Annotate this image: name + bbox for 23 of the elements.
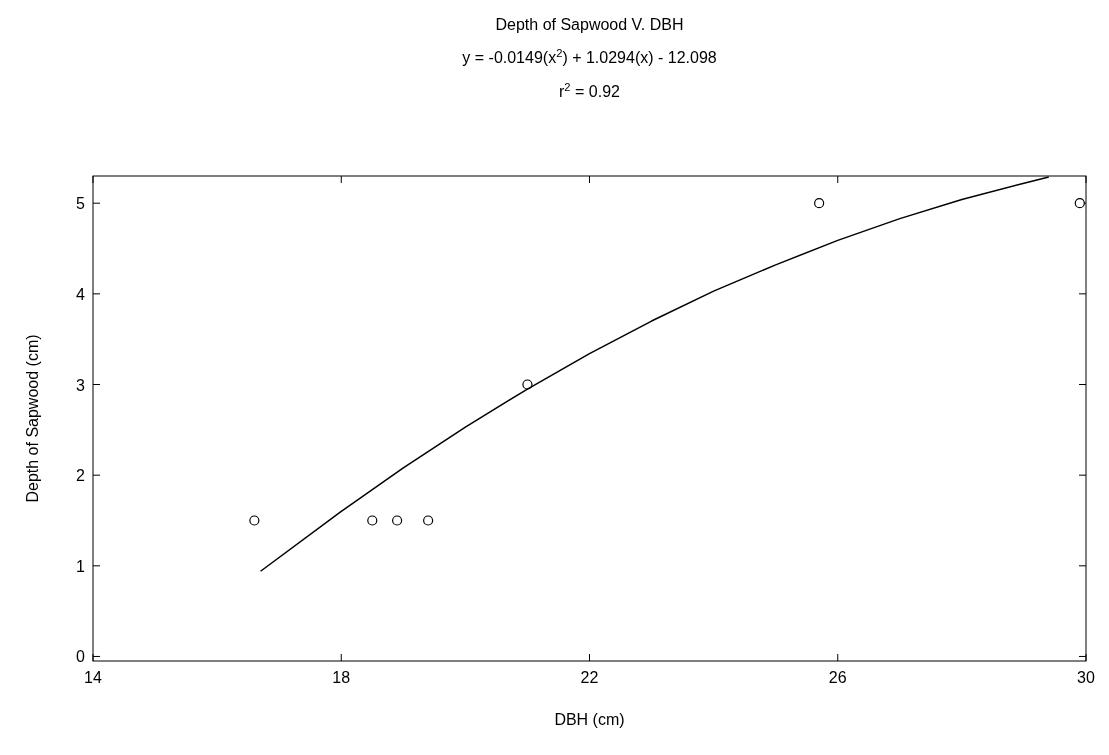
x-tick-label: 18 (332, 669, 351, 686)
point (249, 515, 260, 526)
y-tick-label: 2 (76, 467, 86, 485)
y-tick-label: 0 (76, 648, 86, 666)
x-tick-label: 26 (828, 669, 847, 686)
point (392, 515, 403, 526)
x-tick-label: 14 (84, 669, 102, 686)
y-tick-label: 5 (76, 195, 86, 213)
x-tick-label: 22 (580, 669, 599, 686)
point (522, 379, 533, 390)
x-axis-title: DBH (cm) (554, 711, 625, 728)
chart-title: Depth of Sapwood V. DBH (495, 16, 684, 33)
chart-subtitle: y = -0.0149(x$^{2}$) + 1.0294(x) - 12.098 (462, 47, 717, 66)
point (1074, 198, 1085, 209)
point (367, 515, 378, 526)
y-tick-label: 3 (76, 376, 86, 394)
y-axis-title: Depth of Sapwood (cm) (24, 334, 41, 503)
y-tick-label: 4 (76, 285, 86, 303)
point (423, 515, 434, 526)
y-tick-label: 1 (76, 557, 86, 575)
point (814, 198, 825, 209)
x-tick-label: 30 (1077, 669, 1095, 686)
text: r$^{2}$ = 0.92 (559, 81, 621, 100)
